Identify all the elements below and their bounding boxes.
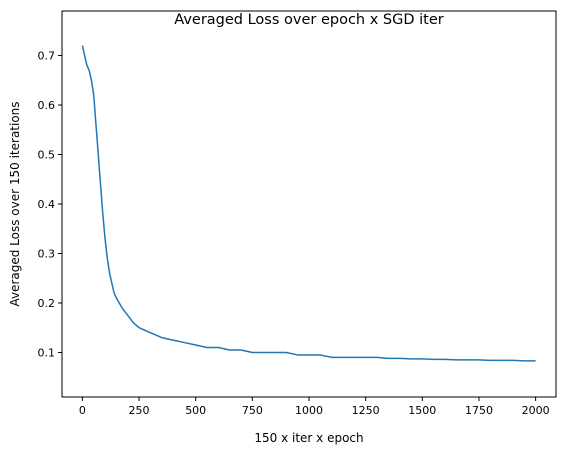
x-tick-label: 1500 [408,404,436,417]
x-tick-label: 2000 [522,404,550,417]
y-tick-label: 0.7 [38,50,56,63]
x-tick-label: 1000 [295,404,323,417]
y-axis: 0.1 0.2 0.3 0.4 0.5 0.6 0.7 [38,50,62,359]
series-layer [81,45,536,362]
y-tick-label: 0.6 [38,99,56,112]
y-tick-label: 0.5 [38,149,56,162]
x-tick-label: 500 [185,404,206,417]
x-axis-label: 150 x iter x epoch [254,431,363,445]
y-tick-label: 0.2 [38,297,56,310]
x-tick-label: 1250 [352,404,380,417]
x-tick-label: 750 [242,404,263,417]
y-tick-label: 0.1 [38,346,56,359]
x-tick-label: 1750 [465,404,493,417]
loss-series-line-0 [81,45,536,362]
x-tick-label: 0 [79,404,86,417]
y-axis-label: Averaged Loss over 150 iterations [8,101,22,306]
x-axis: 0 250 500 750 1000 1250 1500 1750 2000 [79,397,550,417]
y-tick-label: 0.3 [38,247,56,260]
chart-title: Averaged Loss over epoch x SGD iter [174,12,444,28]
x-tick-label: 250 [129,404,150,417]
y-tick-label: 0.4 [38,198,56,211]
